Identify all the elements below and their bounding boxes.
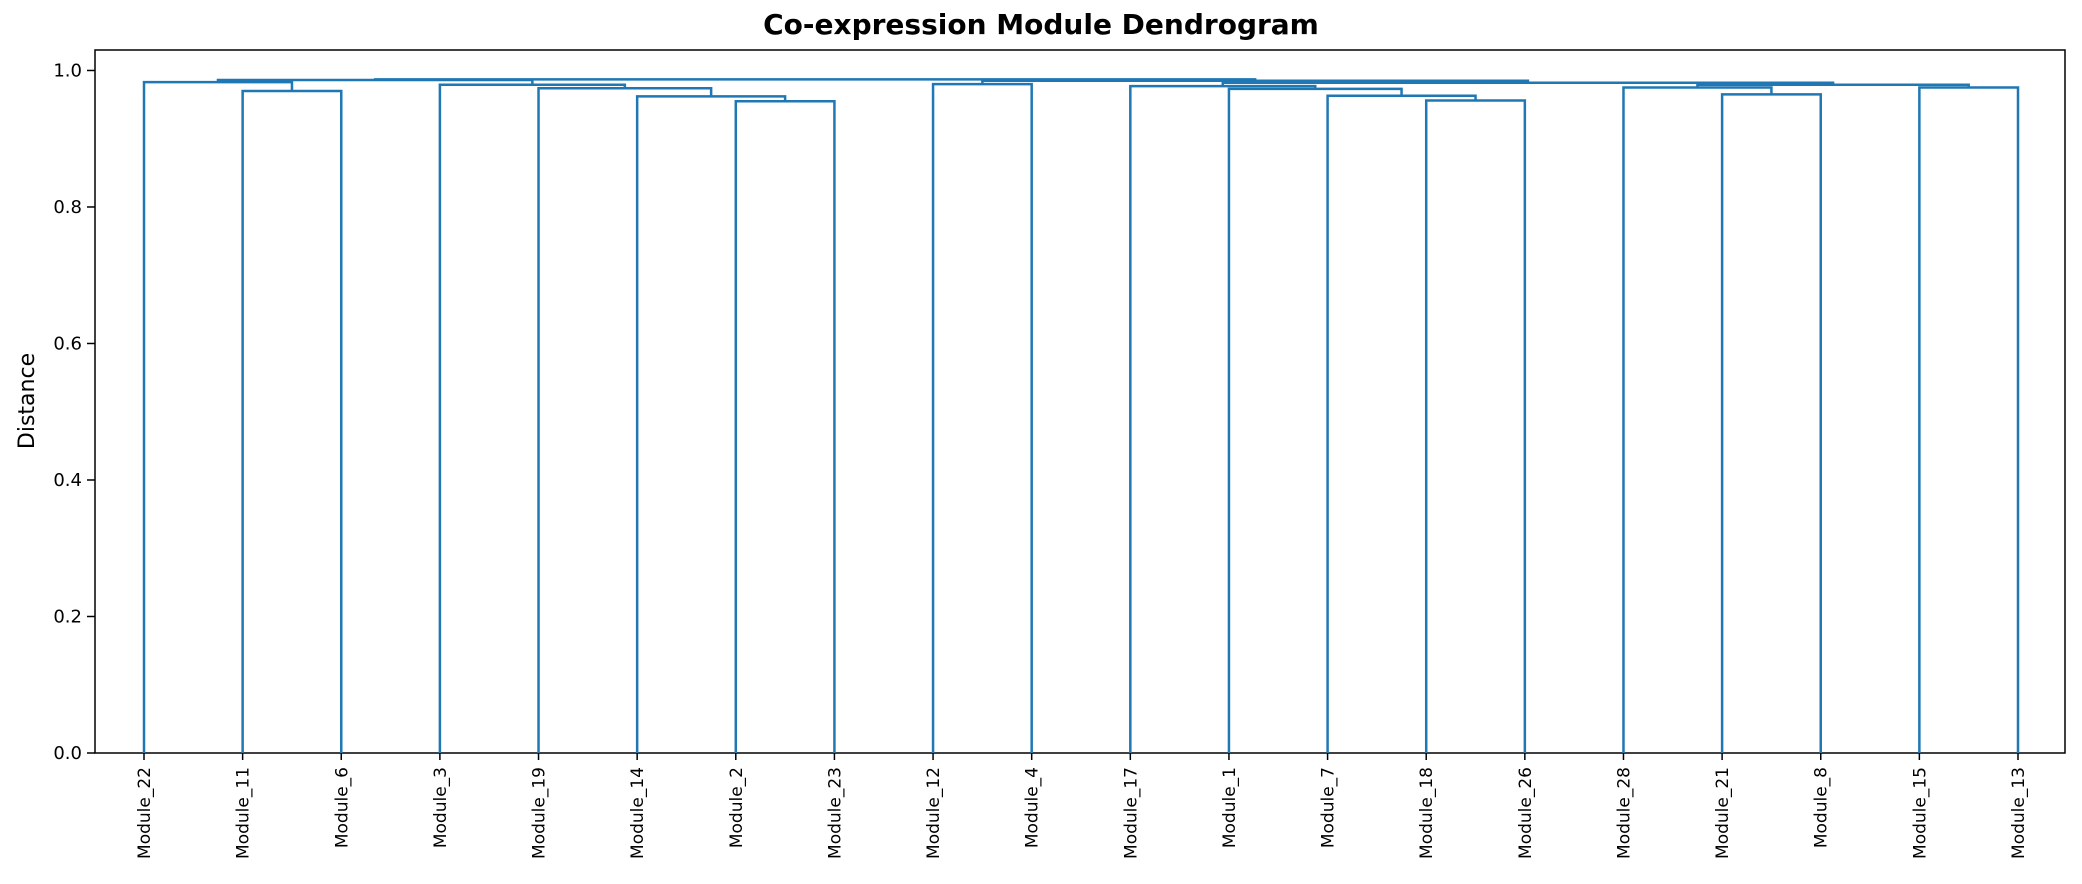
chart-title: Co-expression Module Dendrogram [763, 8, 1319, 41]
leaf-label: Module_21 [1713, 767, 1733, 859]
leaf-label: Module_13 [2009, 767, 2029, 859]
leaf-labels: Module_22 Module_11 Module_6 Module_3 Module… [135, 753, 2029, 859]
dendrogram-link [1326, 94, 1477, 753]
dendrogram-link [981, 79, 1530, 85]
leaf-label: Module_18 [1417, 767, 1437, 859]
dendrogram-link [1622, 86, 1773, 753]
plot-area-frame [94, 49, 2066, 754]
dendrogram-link [931, 82, 1033, 753]
leaf-label: Module_8 [1812, 767, 1832, 848]
leaf-label: Module_17 [1121, 767, 1141, 859]
dendrogram-link [734, 99, 836, 753]
dendrogram-link [241, 89, 343, 753]
leaf-label: Module_28 [1614, 767, 1634, 859]
dendrogram-link [1227, 87, 1403, 753]
leaf-label: Module_6 [332, 767, 352, 848]
dendrogram-link [1129, 84, 1317, 753]
y-axis-ticks: 0.0 0.2 0.4 0.6 0.8 1.0 [53, 60, 95, 764]
leaf-label: Module_22 [135, 767, 155, 859]
leaf-label: Module_23 [825, 767, 845, 859]
y-tick-label: 0.0 [53, 743, 82, 764]
leaf-label: Module_11 [234, 767, 254, 859]
dendrogram-link [537, 86, 713, 753]
leaf-label: Module_14 [628, 767, 648, 859]
leaf-label: Module_12 [924, 767, 944, 859]
leaf-label: Module_26 [1516, 767, 1536, 859]
y-axis-label: Distance [15, 353, 40, 449]
dendrogram-link [635, 95, 787, 753]
leaf-label: Module_1 [1220, 767, 1240, 848]
leaf-label: Module_4 [1023, 767, 1043, 848]
y-tick-label: 0.4 [53, 470, 82, 491]
leaf-label: Module_7 [1319, 767, 1339, 848]
y-tick-label: 0.2 [53, 606, 82, 627]
dendrogram-link [1918, 86, 2020, 753]
dendrogram-link [1221, 81, 1835, 87]
leaf-label: Module_19 [530, 767, 550, 859]
dendrogram-link [1424, 99, 1527, 753]
leaf-label: Module_2 [727, 767, 747, 848]
leaf-label: Module_3 [431, 767, 451, 848]
y-tick-label: 0.6 [53, 333, 82, 354]
y-tick-label: 0.8 [53, 197, 82, 218]
dendrogram-links [142, 78, 2020, 753]
dendrogram-link [1720, 93, 1822, 753]
dendrogram-link [373, 78, 1257, 81]
dendrogram-link [438, 83, 627, 753]
leaf-label: Module_15 [1910, 767, 1930, 859]
y-tick-label: 1.0 [53, 60, 82, 81]
dendrogram-link [142, 80, 294, 753]
